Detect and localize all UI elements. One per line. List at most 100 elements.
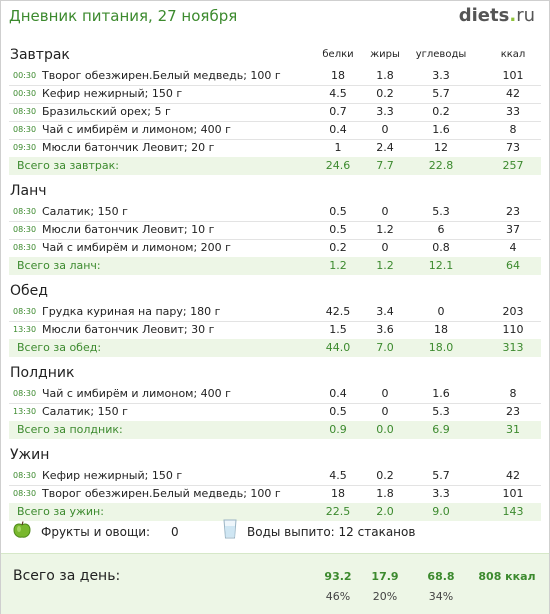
food-row[interactable]: 08:30 Чай с имбирём и лимоном; 200 г 0.2 0 0… xyxy=(9,239,541,258)
food-carbs: 0.2 xyxy=(432,105,450,118)
food-carbs: 18 xyxy=(434,323,448,336)
diets-logo[interactable]: diets.ru xyxy=(459,5,535,26)
food-name: Творог обезжирен.Белый медведь; 100 г xyxy=(42,487,281,500)
food-fat: 0 xyxy=(381,205,389,218)
day-fat-pct: 20% xyxy=(372,590,398,603)
food-carbs: 0.8 xyxy=(432,241,450,254)
food-carbs: 5.7 xyxy=(432,469,450,482)
food-row[interactable]: 08:30 Бразильский орех; 5 г 0.7 3.3 0.2 33 xyxy=(9,103,541,122)
food-carbs: 3.3 xyxy=(432,69,450,82)
food-protein: 0.5 xyxy=(329,405,347,418)
food-carbs: 1.6 xyxy=(432,387,450,400)
meal-total-label: Всего за ланч: xyxy=(17,259,101,272)
meal-total-carbs: 18.0 xyxy=(428,341,454,354)
food-protein: 0.4 xyxy=(329,123,347,136)
food-protein: 1.5 xyxy=(329,323,347,336)
extras-bar: Фрукты и овощи: 0 Воды выпито: 12 стакан… xyxy=(1,515,549,545)
day-protein-pct: 46% xyxy=(325,590,351,603)
food-time: 13:30 xyxy=(13,407,37,416)
water-glass-icon xyxy=(223,519,237,539)
meal-title: Ужин xyxy=(10,447,50,463)
food-kcal: 42 xyxy=(506,469,520,482)
logo-tld: ru xyxy=(516,5,535,26)
food-row[interactable]: 08:30 Творог обезжирен.Белый медведь; 100… xyxy=(9,485,541,504)
food-time: 08:30 xyxy=(13,125,37,134)
food-kcal: 37 xyxy=(506,223,520,236)
food-time: 08:30 xyxy=(13,225,37,234)
food-name: Чай с имбирём и лимоном; 200 г xyxy=(42,241,231,254)
food-kcal: 110 xyxy=(502,323,524,336)
food-protein: 0.5 xyxy=(329,205,347,218)
food-time: 08:30 xyxy=(13,207,37,216)
food-name: Мюсли батончик Леовит; 30 г xyxy=(42,323,215,336)
meal-total-protein: 24.6 xyxy=(325,159,351,172)
food-row[interactable]: 08:30 Чай с имбирём и лимоном; 400 г 0.4 0 1… xyxy=(9,121,541,140)
food-fat: 3.4 xyxy=(376,305,394,318)
food-protein: 0.2 xyxy=(329,241,347,254)
food-fat: 3.6 xyxy=(376,323,394,336)
food-time: 08:30 xyxy=(13,107,37,116)
food-row[interactable]: 13:30 Мюсли батончик Леовит; 30 г 1.5 3.6 18… xyxy=(9,321,541,340)
food-name: Салатик; 150 г xyxy=(42,405,128,418)
food-time: 08:30 xyxy=(13,489,37,498)
day-total-label: Всего за день: xyxy=(13,568,121,584)
fruits-value: 0 xyxy=(171,525,179,539)
food-fat: 0 xyxy=(381,405,389,418)
column-fat: жиры xyxy=(370,49,400,60)
food-kcal: 203 xyxy=(502,305,524,318)
food-row[interactable]: 08:30 Мюсли батончик Леовит; 10 г 0.5 1.2 6 3… xyxy=(9,221,541,240)
page-title: Дневник питания, 27 ноября xyxy=(9,7,238,25)
meal-total-fat: 1.2 xyxy=(376,259,394,272)
food-protein: 0.5 xyxy=(329,223,347,236)
food-kcal: 33 xyxy=(506,105,520,118)
meal-total-protein: 0.9 xyxy=(329,423,347,436)
food-name: Бразильский орех; 5 г xyxy=(42,105,171,118)
food-row[interactable]: 00:30 Кефир нежирный; 150 г 4.5 0.2 5.7 42 xyxy=(9,85,541,104)
meal-total-kcal: 143 xyxy=(502,505,524,518)
food-row[interactable]: 00:30 Творог обезжирен.Белый медведь; 100… xyxy=(9,67,541,86)
day-protein: 93.2 xyxy=(324,570,352,583)
food-carbs: 0 xyxy=(437,305,445,318)
food-name: Кефир нежирный; 150 г xyxy=(42,469,183,482)
food-row[interactable]: 08:30 Салатик; 150 г 0.5 0 5.3 23 xyxy=(9,203,541,222)
meal-total-kcal: 64 xyxy=(506,259,520,272)
day-fat: 17.9 xyxy=(371,570,399,583)
day-total: Всего за день: 93.2 17.9 68.8 808 ккал 4… xyxy=(1,553,549,614)
food-protein: 4.5 xyxy=(329,87,347,100)
food-fat: 3.3 xyxy=(376,105,394,118)
food-protein: 1 xyxy=(334,141,342,154)
food-row[interactable]: 08:30 Чай с имбирём и лимоном; 400 г 0.4 0 1… xyxy=(9,385,541,404)
food-row[interactable]: 13:30 Салатик; 150 г 0.5 0 5.3 23 xyxy=(9,403,541,422)
logo-main: diets xyxy=(458,5,510,26)
food-fat: 0.2 xyxy=(376,87,394,100)
meal-total-fat: 0.0 xyxy=(376,423,394,436)
food-kcal: 42 xyxy=(506,87,520,100)
food-time: 08:30 xyxy=(13,243,37,252)
meal-title: Завтрак xyxy=(10,47,70,63)
food-protein: 0.7 xyxy=(329,105,347,118)
food-row[interactable]: 09:30 Мюсли батончик Леовит; 20 г 1 2.4 12 73 xyxy=(9,139,541,158)
food-fat: 1.8 xyxy=(376,69,394,82)
meal-total-carbs: 12.1 xyxy=(428,259,454,272)
meal-total-carbs: 6.9 xyxy=(432,423,450,436)
food-row[interactable]: 08:30 Кефир нежирный; 150 г 4.5 0.2 5.7 42 xyxy=(9,467,541,486)
food-time: 08:30 xyxy=(13,307,37,316)
food-carbs: 6 xyxy=(437,223,445,236)
food-protein: 42.5 xyxy=(325,305,351,318)
column-protein: белки xyxy=(322,49,354,60)
meal-total-kcal: 257 xyxy=(502,159,524,172)
column-carbs: углеводы xyxy=(415,49,467,60)
meal-total-row: Всего за завтрак: 24.6 7.7 22.8 257 xyxy=(9,157,541,175)
food-kcal: 23 xyxy=(506,205,520,218)
food-name: Чай с имбирём и лимоном; 400 г xyxy=(42,123,231,136)
food-kcal: 8 xyxy=(509,387,517,400)
food-row[interactable]: 08:30 Грудка куриная на пару; 180 г 42.5 3.… xyxy=(9,303,541,322)
food-carbs: 5.7 xyxy=(432,87,450,100)
food-kcal: 73 xyxy=(506,141,520,154)
food-time: 00:30 xyxy=(13,71,37,80)
food-carbs: 1.6 xyxy=(432,123,450,136)
fruits-label: Фрукты и овощи: xyxy=(41,525,151,539)
food-kcal: 8 xyxy=(509,123,517,136)
food-kcal: 101 xyxy=(502,69,524,82)
